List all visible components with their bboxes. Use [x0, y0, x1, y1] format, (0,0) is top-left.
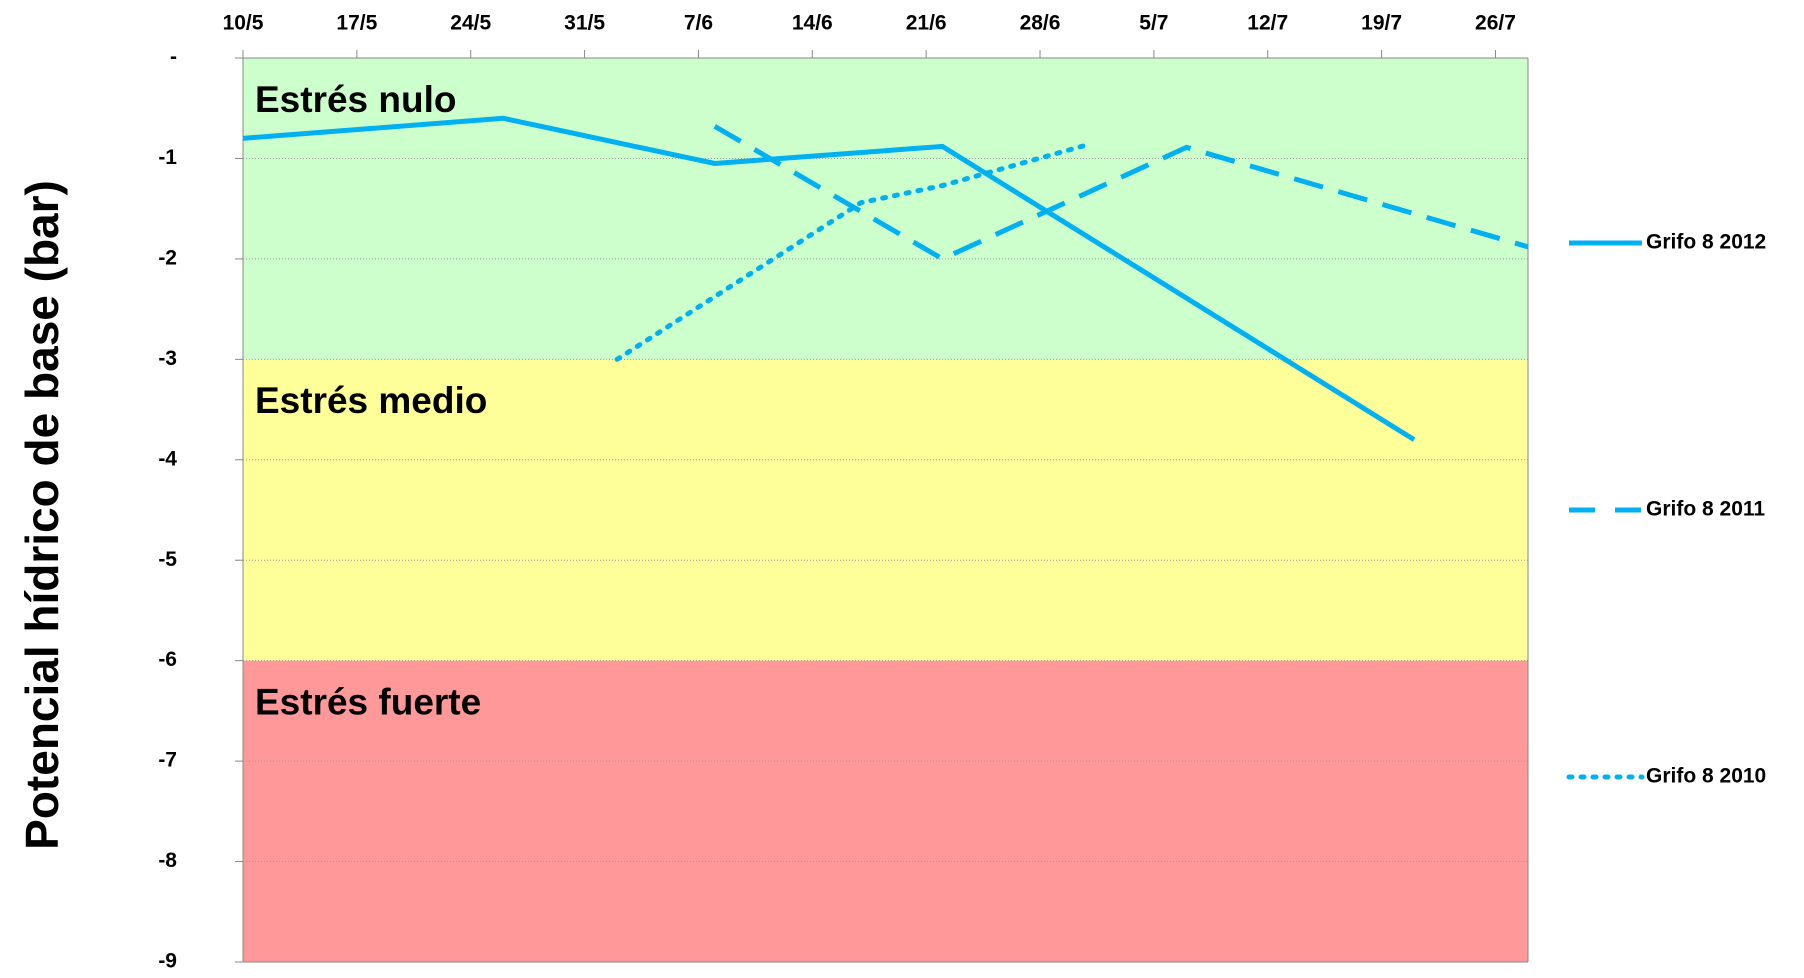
legend-label: Grifo 8 2010 [1646, 765, 1766, 788]
band-label: Estrés nulo [255, 79, 457, 120]
y-tick-label: - [170, 46, 177, 69]
legend-label: Grifo 8 2011 [1646, 498, 1765, 521]
stress-band [243, 660, 1528, 962]
y-tick-label: -1 [158, 146, 177, 169]
y-tick-label: -9 [158, 950, 177, 973]
y-tick-label: -8 [158, 849, 177, 872]
y-tick-label: -6 [158, 648, 177, 671]
y-tick-label: -4 [158, 447, 177, 470]
series-line [614, 141, 1092, 362]
x-tick-label: 21/6 [906, 12, 947, 35]
y-tick-label: -5 [158, 548, 177, 571]
x-tick-label: 10/5 [223, 12, 264, 35]
x-tick-label: 19/7 [1361, 12, 1402, 35]
x-tick-label: 26/7 [1475, 12, 1516, 35]
y-tick-label: -7 [158, 749, 177, 772]
legend-label: Grifo 8 2012 [1646, 231, 1766, 254]
y-tick-label: -2 [158, 246, 177, 269]
x-tick-label: 7/6 [684, 12, 713, 35]
x-tick-label: 28/6 [1020, 12, 1061, 35]
x-tick-label: 24/5 [450, 12, 491, 35]
y-axis-label: Potencial hídrico de base (bar) [16, 180, 68, 850]
stress-band [243, 58, 1528, 360]
x-tick-label: 17/5 [336, 12, 377, 35]
stress-band [243, 359, 1528, 661]
x-tick-label: 12/7 [1247, 12, 1288, 35]
series-line [713, 124, 1529, 262]
band-label: Estrés medio [255, 380, 487, 421]
series-line [242, 115, 1416, 442]
x-tick-label: 31/5 [564, 12, 605, 35]
band-label: Estrés fuerte [255, 681, 481, 722]
x-tick-label: 14/6 [792, 12, 833, 35]
x-tick-label: 5/7 [1139, 12, 1168, 35]
y-tick-label: -3 [158, 347, 177, 370]
